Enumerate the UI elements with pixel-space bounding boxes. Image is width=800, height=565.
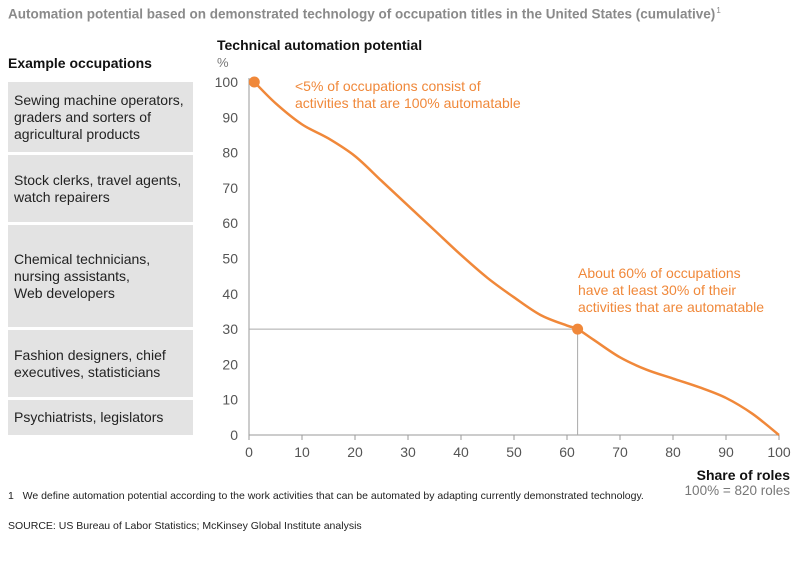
y-tick-label: 70 [222, 180, 238, 196]
annotation-2: About 60% of occupations have at least 30… [578, 265, 764, 315]
y-tick-label: 20 [222, 356, 238, 372]
y-tick-label: 90 [222, 109, 238, 125]
x-tick-label: 20 [347, 444, 363, 460]
y-axis-title: Technical automation potential [217, 37, 422, 53]
annotation-line: About 60% of occupations [578, 265, 741, 281]
highlight-point-1 [248, 76, 260, 88]
occupation-box-2: Stock clerks, travel agents, watch repai… [8, 155, 193, 222]
footnote-marker: 1 [8, 490, 14, 502]
x-tick-label: 100 [767, 444, 791, 460]
title-footnote-marker: 1 [716, 6, 721, 15]
annotation-line: activities that are 100% automatable [295, 95, 521, 111]
y-tick-label: 100 [215, 74, 239, 90]
x-tick-label: 40 [453, 444, 469, 460]
y-tick-label: 50 [222, 251, 238, 267]
footnote-text: We define automation potential according… [22, 490, 644, 502]
annotation-1: <5% of occupations consist of activities … [295, 78, 521, 111]
y-axis-unit: % [217, 55, 229, 70]
automation-curve [253, 81, 780, 436]
occupation-box-4: Fashion designers, chief executives, sta… [8, 330, 193, 397]
x-tick-label: 50 [506, 444, 522, 460]
x-tick-label: 80 [665, 444, 681, 460]
annotation-line: have at least 30% of their [578, 282, 736, 298]
y-tick-label: 30 [222, 321, 238, 337]
page-title: Automation potential based on demonstrat… [8, 6, 716, 22]
x-tick-label: 60 [559, 444, 575, 460]
annotation-line: <5% of occupations consist of [295, 78, 481, 94]
annotation-line: activities that are automatable [578, 299, 764, 315]
y-tick-label: 80 [222, 145, 238, 161]
x-tick-label: 90 [718, 444, 734, 460]
occupation-box-3: Chemical technicians, nursing assistants… [8, 225, 193, 327]
occupation-box-5: Psychiatrists, legislators [8, 400, 193, 435]
y-tick-label: 0 [230, 427, 238, 443]
y-tick-label: 60 [222, 215, 238, 231]
x-tick-label: 30 [400, 444, 416, 460]
chart-title-text: Automation potential based on demonstrat… [8, 6, 721, 22]
automation-chart: Technical automation potential% 0 10 20 30 40… [215, 37, 791, 480]
y-tick-label: 10 [222, 392, 238, 408]
footnote: 1 We define automation potential accordi… [8, 490, 644, 502]
highlight-point-2 [572, 323, 584, 335]
x-axis-note: 100% = 820 roles [684, 483, 790, 498]
source-note: SOURCE: US Bureau of Labor Statistics; M… [8, 520, 362, 532]
occupations-header: Example occupations [8, 55, 152, 71]
y-tick-label: 40 [222, 286, 238, 302]
occupation-box-1: Sewing machine operators, graders and so… [8, 82, 193, 152]
x-axis-title: Share of roles [697, 467, 791, 480]
x-tick-label: 70 [612, 444, 628, 460]
x-tick-label: 0 [245, 444, 253, 460]
x-tick-label: 10 [294, 444, 310, 460]
